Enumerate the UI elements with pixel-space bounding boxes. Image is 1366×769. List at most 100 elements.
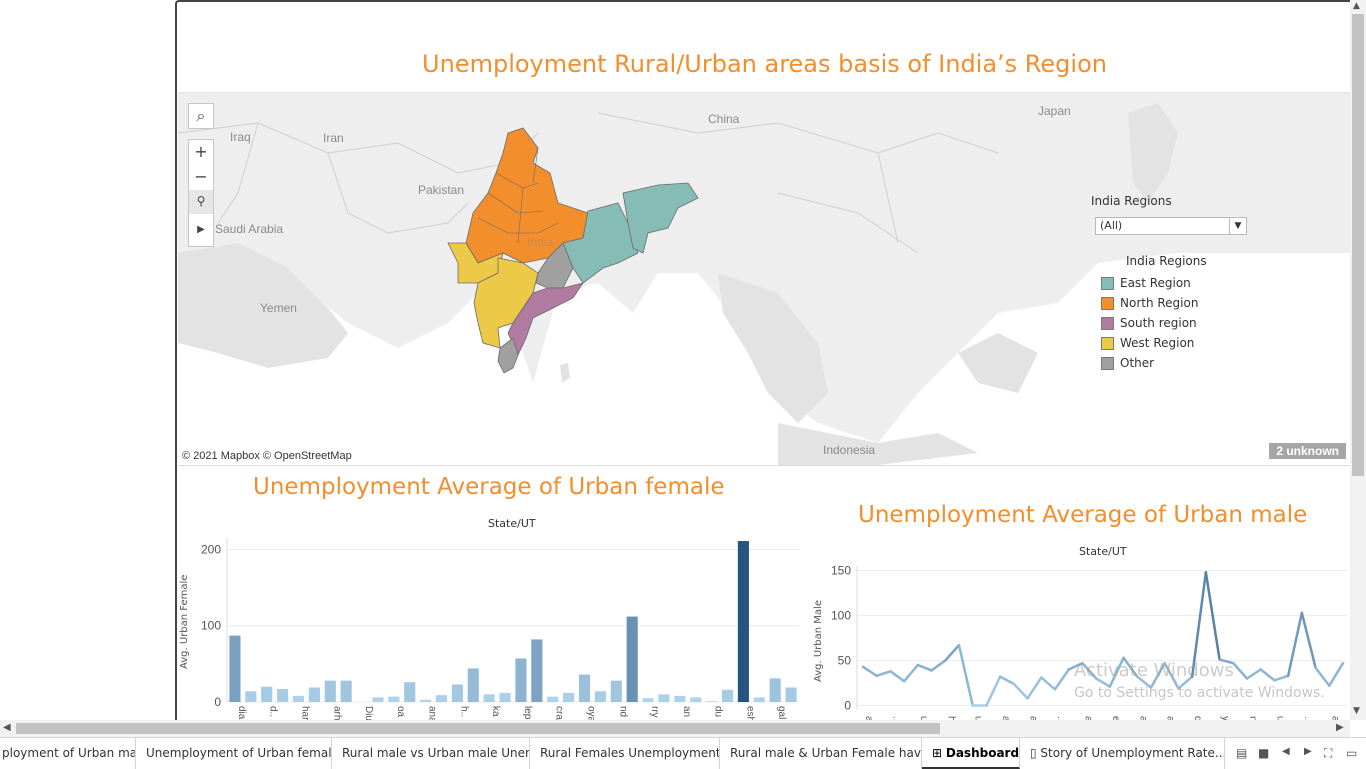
tab-dashboard-label: Dashboard [945,746,1020,760]
line-segment [1149,661,1166,689]
legend-item-south[interactable]: South region [1101,315,1197,331]
line-segment [1081,661,1098,680]
sheet-tab-bar: ployment of Urban male Unemployment of U… [0,737,1366,769]
expand-toolbar-button[interactable]: ▶ [189,214,213,246]
x-tick-label: a [863,716,874,720]
bar [753,697,765,702]
zoom-in-icon: + [194,142,208,161]
next-sheet-icon[interactable]: ▶ [1304,746,1312,757]
tab-rural-vs-urban-male[interactable]: Rural male vs Urban male Unem... [332,738,530,769]
map-search-button[interactable]: ⌕ [188,103,214,129]
zoom-out-button[interactable]: − [189,166,213,190]
filmstrip-icon[interactable]: ■ [1258,746,1270,760]
vertical-scrollbar[interactable]: ▲ ▼ [1350,0,1366,720]
bar [642,698,654,702]
line-segment [1177,675,1194,690]
bar [340,680,352,702]
bar [674,695,686,702]
legend-item-north[interactable]: North Region [1101,295,1198,311]
x-tick-label: a [1000,716,1011,720]
male-line-chart[interactable]: 0 50 100 150 a.. ur h u a a.. a ep a a d y n u.. al [807,560,1350,720]
x-tick-label: ana [427,706,438,720]
region-filter-dropdown[interactable]: (All) ▼ [1095,217,1247,235]
legend-item-west[interactable]: West Region [1101,335,1194,351]
line-segment [1136,675,1153,689]
watermark-title: Activate Windows [1074,660,1234,681]
y-tick-label: 50 [838,654,852,668]
line-segment [1259,668,1276,682]
legend-item-other[interactable]: Other [1101,355,1154,371]
map-label-iraq: Iraq [230,130,251,144]
tab-story[interactable]: ▯ Story of Unemployment Rate... [1020,738,1225,769]
sheet-sorter-icon[interactable]: ▤ [1236,746,1248,760]
scroll-right-icon[interactable]: ▶ [1336,722,1344,733]
male-chart-title: Unemployment Average of Urban male [858,502,1308,528]
tab-rural-male-urban-female[interactable]: Rural male & Urban Female hav... [720,738,922,769]
y-tick-label: 150 [831,564,851,578]
line-segment [1163,661,1180,690]
prev-sheet-icon[interactable]: ◀ [1282,746,1290,757]
search-icon: ⌕ [196,106,206,125]
line-segment [1232,661,1249,680]
y-tick-label: 0 [214,695,221,709]
scroll-up-icon[interactable]: ▲ [1353,1,1360,11]
bar [420,699,432,702]
bar [578,674,591,702]
legend-label: West Region [1120,336,1195,350]
line-segment [1094,677,1112,688]
x-tick-label: oya [586,706,597,720]
bar [292,695,305,702]
tab-story-label: Story of Unemployment Rate... [1040,746,1225,760]
map-attribution[interactable]: © 2021 Mapbox © OpenStreetMap [182,450,352,462]
scroll-left-icon[interactable]: ◀ [3,722,11,733]
reset-map-button[interactable]: ⚲ [189,190,213,214]
tab-rural-females[interactable]: Rural Females Unemployment [530,738,720,769]
map-label-indonesia: Indonesia [823,443,876,457]
horizontal-scroll-thumb[interactable] [16,723,940,734]
horizontal-scrollbar[interactable]: ◀ ▶ [0,720,1350,737]
zoom-in-button[interactable]: + [189,140,213,166]
presentation-icon[interactable]: ▭ [1346,746,1358,760]
line-segment [1218,658,1235,665]
map-label-yemen: Yemen [260,301,297,315]
legend-item-east[interactable]: East Region [1101,275,1191,291]
x-tick-label: .. [890,716,901,720]
x-tick-label: gal [776,706,787,719]
zoom-out-icon: − [194,167,208,186]
tab-urban-female[interactable]: Unemployment of Urban female [136,738,332,769]
x-tick-label: dia [236,706,247,720]
x-tick-label: y [1220,716,1231,720]
unknown-badge[interactable]: 2 unknown [1269,443,1346,459]
vertical-scroll-thumb[interactable] [1352,14,1364,476]
x-tick-label: esh [744,706,755,720]
x-tick-label: .. [1055,716,1066,720]
line-segment [985,675,1002,707]
bar [435,695,448,702]
dashboard-icon: ⊞ [932,746,946,760]
map-canvas [178,103,1350,465]
chevron-down-icon[interactable]: ▼ [1229,218,1246,234]
legend-swatch [1101,316,1114,330]
x-tick-label: a [1137,716,1148,720]
bar [626,616,638,702]
map-label-pakistan: Pakistan [418,183,465,197]
line-segment [1314,666,1331,687]
watermark-subtitle: Go to Settings to activate Windows. [1074,685,1325,701]
bar [483,694,495,702]
tab-dashboard[interactable]: ⊞ Dashboard [922,738,1020,769]
scroll-down-icon[interactable]: ▼ [1353,706,1360,716]
region-map[interactable]: Iraq Iran Pakistan China Japan Saudi Ara… [178,92,1350,466]
map-label-iran: Iran [323,131,344,145]
x-tick-label: ur [918,716,929,720]
x-tick-label: arh [331,706,342,720]
line-segment [930,659,947,672]
legend-swatch [1101,276,1114,290]
tab-urban-male[interactable]: ployment of Urban male [0,738,136,769]
female-bar-chart[interactable]: 0 100 200 dia d.. har arh Diu oa ana h.. ka lep cra oy… [177,532,807,720]
legend-label: North Region [1120,296,1199,310]
line-segment [1053,668,1070,691]
fullscreen-icon[interactable]: ⛶ [1324,746,1333,760]
x-tick-label: Diu [363,706,374,720]
bar [658,694,670,702]
x-tick-label: du [713,706,724,717]
